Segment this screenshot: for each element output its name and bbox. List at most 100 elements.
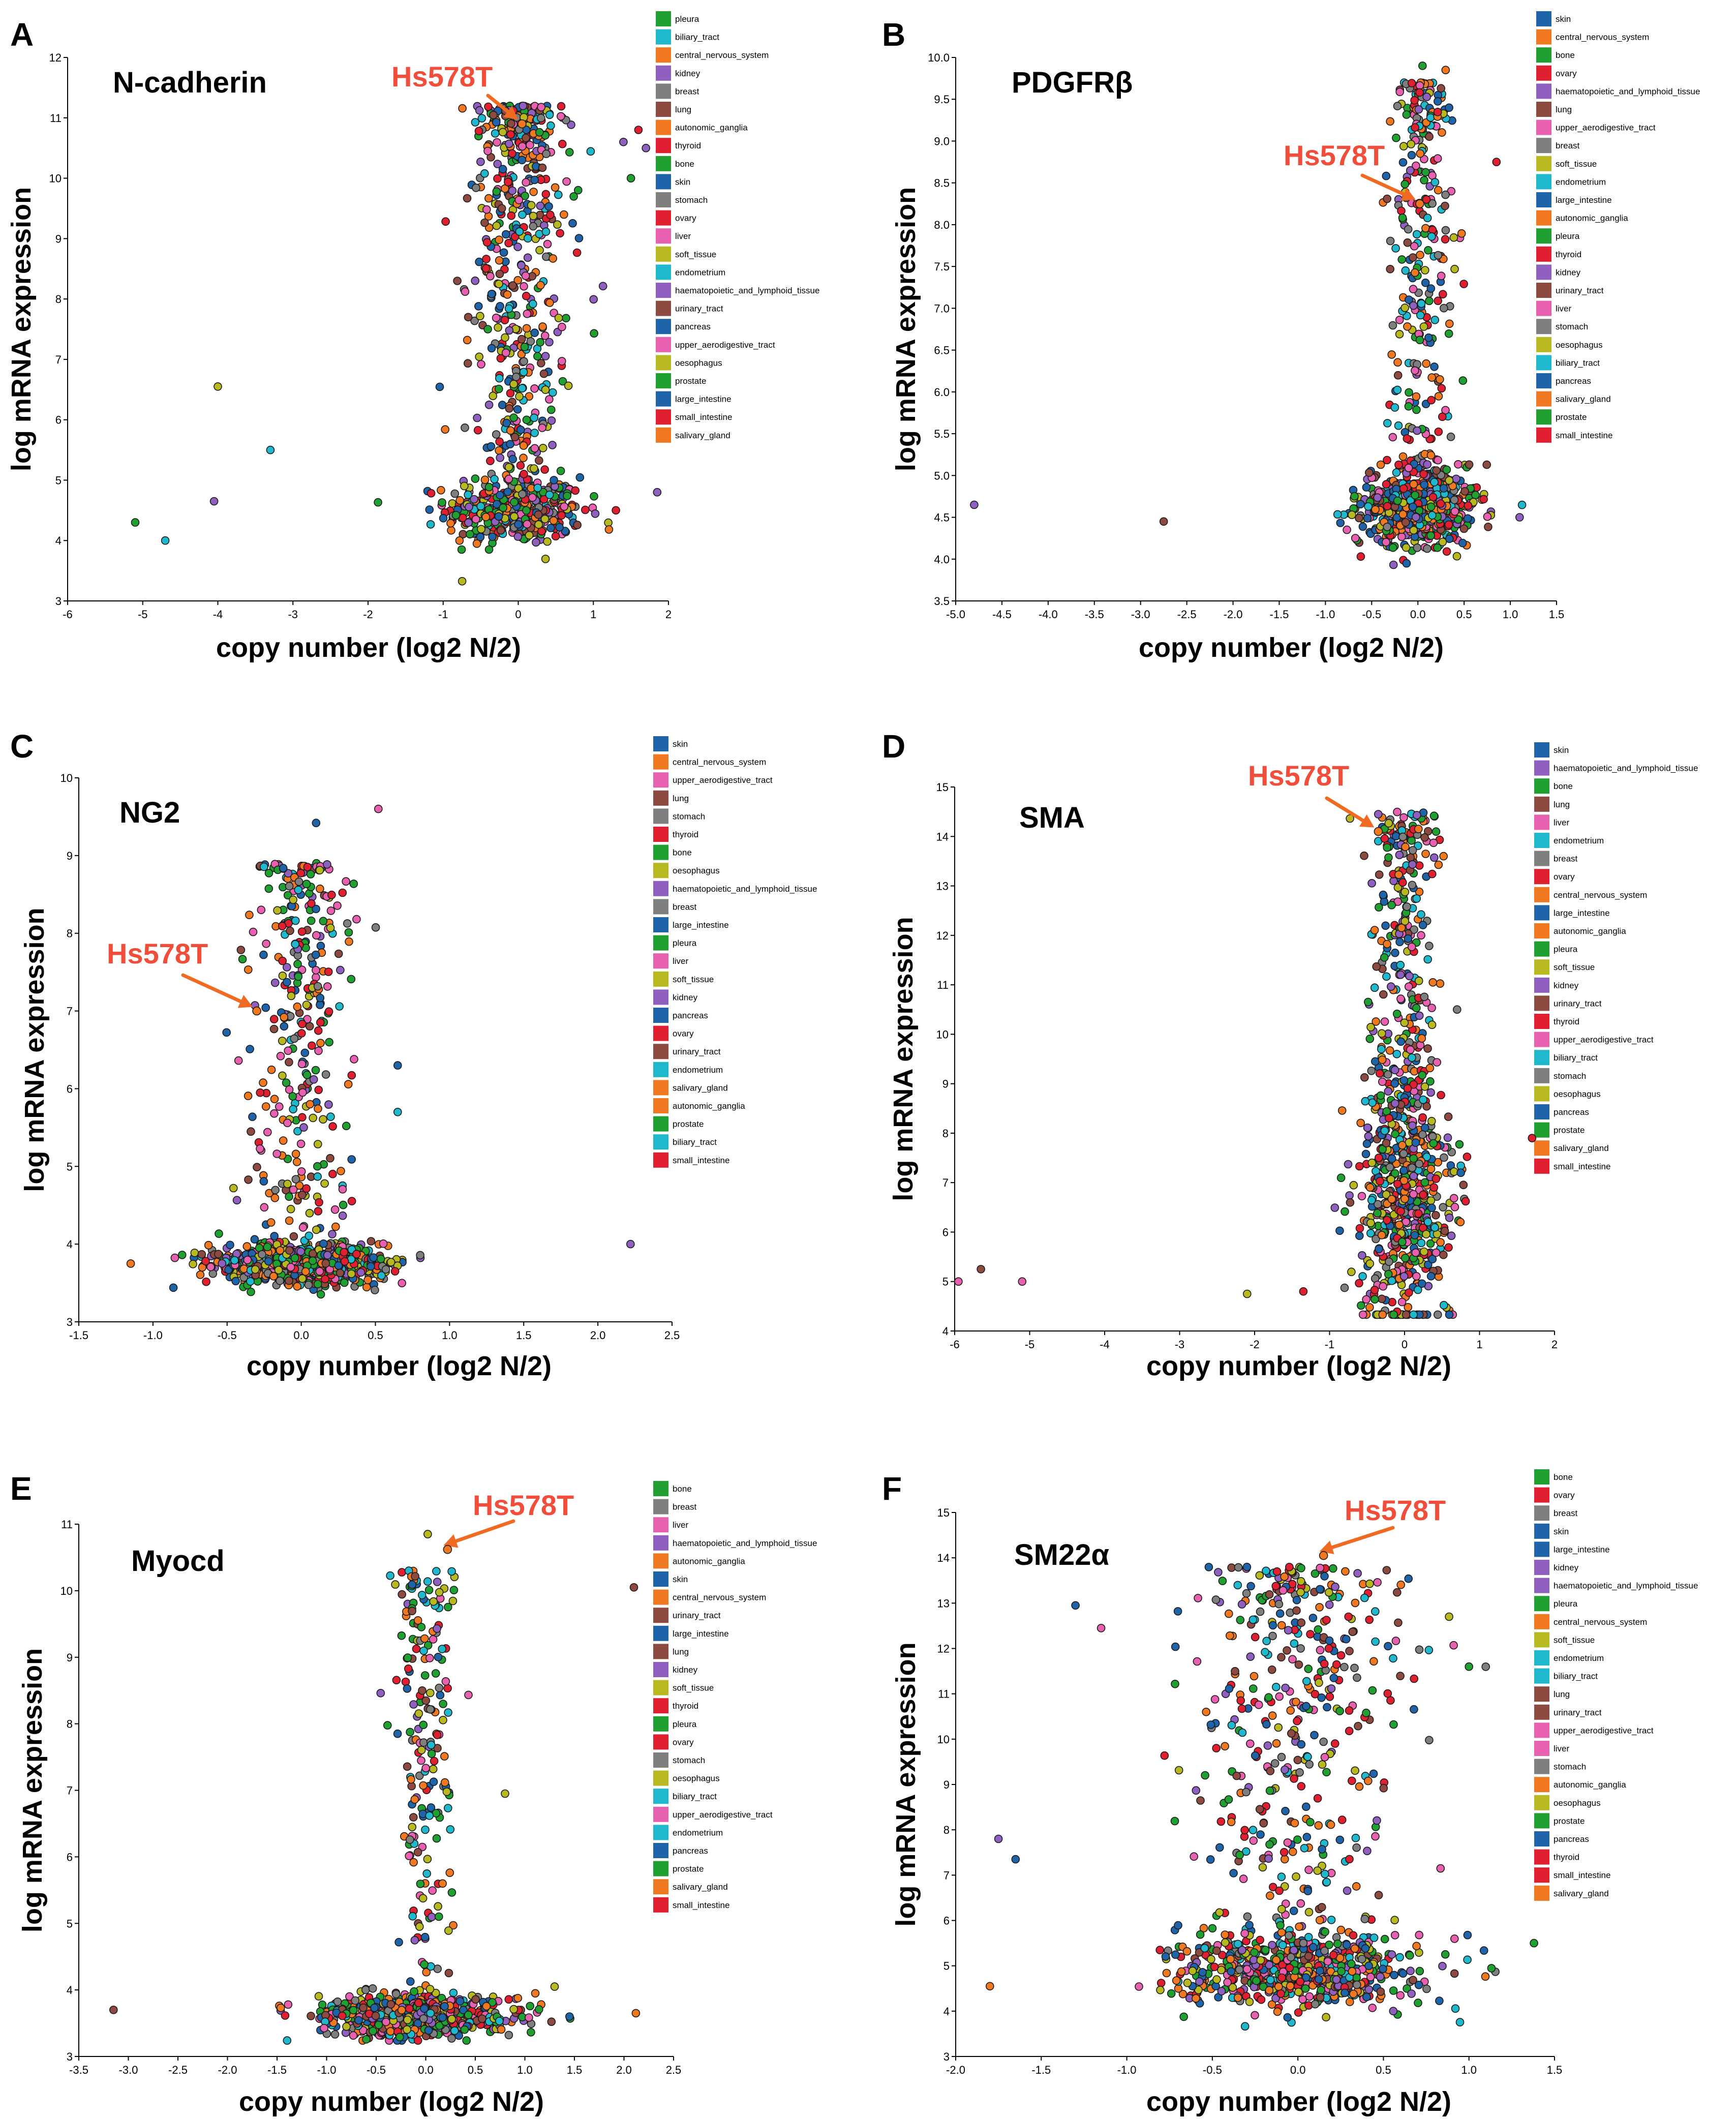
data-point: [1383, 940, 1391, 949]
data-point: [242, 1242, 252, 1251]
data-point: [461, 423, 469, 432]
data-point: [1415, 861, 1424, 870]
data-point: [530, 444, 539, 453]
data-point: [530, 413, 538, 422]
data-point: [246, 1045, 254, 1053]
data-point: [1430, 178, 1440, 187]
data-point: [449, 1988, 458, 1997]
data-point: [477, 114, 486, 123]
data-point: [1415, 81, 1424, 90]
data-point: [1428, 869, 1437, 879]
data-point: [492, 221, 501, 230]
data-point: [1479, 495, 1488, 504]
data-point: [393, 1108, 402, 1116]
data-point: [289, 1185, 298, 1194]
data-point: [541, 555, 550, 563]
x-axis-label: copy number (log2 N/2): [216, 632, 521, 663]
data-point: [563, 492, 571, 500]
data-point: [289, 1105, 297, 1114]
data-point: [267, 1065, 276, 1074]
data-point: [1402, 543, 1411, 552]
x-axis-label: copy number (log2 N/2): [1139, 632, 1444, 663]
data-point: [1365, 1183, 1375, 1192]
data-point: [1419, 470, 1428, 478]
data-point: [347, 975, 356, 984]
legend-label: skin: [675, 177, 690, 187]
data-point: [446, 519, 455, 528]
data-point: [426, 520, 435, 529]
data-point: [1387, 1154, 1396, 1163]
data-point: [522, 324, 531, 333]
data-point: [243, 1092, 253, 1100]
data-point: [488, 532, 497, 541]
data-point: [470, 316, 479, 325]
data-point: [294, 886, 303, 894]
data-point: [1360, 1073, 1369, 1082]
data-point: [236, 946, 246, 954]
data-point: [196, 1270, 205, 1279]
legend-swatch: [656, 337, 671, 352]
legend-swatch: [656, 83, 671, 99]
data-point: [547, 405, 556, 414]
data-point: [1412, 512, 1420, 522]
legend-label: biliary_tract: [673, 1792, 717, 1801]
data-point: [1401, 842, 1410, 852]
data-point: [533, 352, 542, 361]
legend-swatch: [1534, 742, 1549, 758]
data-point: [367, 1262, 375, 1271]
legend-label: oesophagus: [1556, 340, 1603, 350]
x-tick-label: 1.0: [442, 1329, 458, 1342]
data-point: [1460, 487, 1469, 496]
data-point: [1407, 836, 1416, 845]
data-point: [530, 384, 539, 393]
data-point: [1458, 538, 1467, 548]
data-point: [532, 538, 540, 547]
data-point: [494, 323, 502, 332]
legend-swatch: [1534, 977, 1549, 993]
legend-label: ovary: [673, 1737, 694, 1747]
data-point: [540, 331, 550, 340]
data-point: [1440, 1300, 1448, 1310]
data-point: [1398, 878, 1407, 887]
y-tick-label: 4: [942, 1325, 949, 1338]
data-point: [466, 530, 474, 539]
data-point: [1375, 903, 1383, 912]
data-point: [653, 488, 662, 497]
x-tick-label: -2.0: [218, 2064, 237, 2076]
data-point: [496, 526, 505, 535]
y-tick-label: 8.0: [934, 219, 950, 231]
data-point: [356, 1268, 366, 1277]
data-point: [1436, 979, 1445, 988]
data-point: [1423, 460, 1432, 469]
data-point: [285, 1057, 293, 1067]
data-point: [1417, 1034, 1426, 1043]
data-point: [1423, 544, 1432, 553]
data-point: [1394, 870, 1403, 879]
legend-label: urinary_tract: [673, 1611, 721, 1620]
legend-swatch: [653, 899, 668, 915]
data-point: [1515, 513, 1524, 522]
y-tick-label: 5.0: [934, 469, 950, 482]
data-point: [1390, 1066, 1399, 1074]
data-point: [514, 520, 523, 529]
data-point: [232, 1196, 241, 1204]
legend-label: endometrium: [1554, 836, 1604, 845]
legend-swatch: [653, 1644, 668, 1659]
legend-label: oesophagus: [1554, 1089, 1601, 1099]
scatter-points: [970, 62, 1527, 569]
panel-letter: C: [10, 728, 34, 765]
data-point: [1362, 1295, 1370, 1304]
data-point: [289, 895, 298, 904]
legend-label: endometrium: [673, 1828, 723, 1837]
data-point: [504, 238, 513, 248]
data-point: [1375, 870, 1384, 879]
data-point: [1419, 1190, 1427, 1199]
data-point: [1355, 513, 1363, 523]
y-tick-label: 10: [60, 1585, 73, 1597]
data-point: [1420, 833, 1429, 842]
legend-swatch: [653, 1861, 668, 1876]
data-point: [471, 514, 480, 524]
y-axis-label: log mRNA expression: [6, 187, 37, 471]
data-point: [1380, 834, 1389, 843]
data-point: [336, 965, 345, 975]
